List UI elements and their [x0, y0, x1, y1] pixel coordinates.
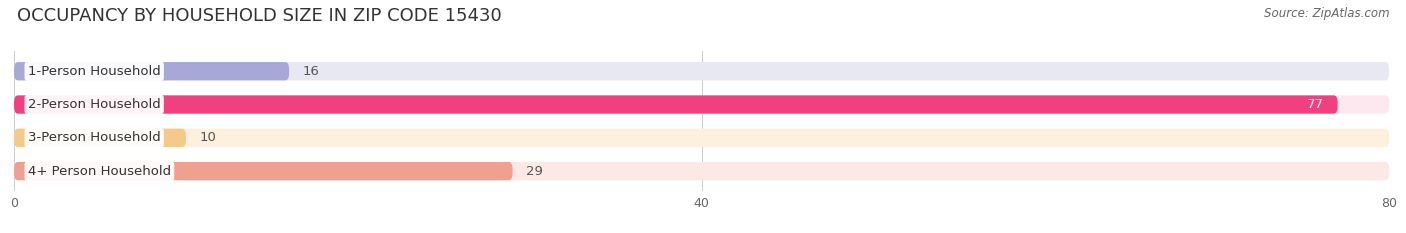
FancyBboxPatch shape	[14, 129, 1389, 147]
FancyBboxPatch shape	[14, 162, 1389, 180]
Text: 2-Person Household: 2-Person Household	[28, 98, 160, 111]
Text: 4+ Person Household: 4+ Person Household	[28, 164, 172, 178]
Text: 29: 29	[526, 164, 543, 178]
FancyBboxPatch shape	[14, 162, 513, 180]
Text: 3-Person Household: 3-Person Household	[28, 131, 160, 144]
Text: Source: ZipAtlas.com: Source: ZipAtlas.com	[1264, 7, 1389, 20]
Text: 10: 10	[200, 131, 217, 144]
FancyBboxPatch shape	[14, 95, 1389, 114]
Text: 16: 16	[302, 65, 319, 78]
FancyBboxPatch shape	[14, 95, 1337, 114]
FancyBboxPatch shape	[14, 62, 1389, 80]
Text: 77: 77	[1306, 98, 1324, 111]
Text: 1-Person Household: 1-Person Household	[28, 65, 160, 78]
FancyBboxPatch shape	[14, 129, 186, 147]
FancyBboxPatch shape	[14, 62, 290, 80]
Text: OCCUPANCY BY HOUSEHOLD SIZE IN ZIP CODE 15430: OCCUPANCY BY HOUSEHOLD SIZE IN ZIP CODE …	[17, 7, 502, 25]
